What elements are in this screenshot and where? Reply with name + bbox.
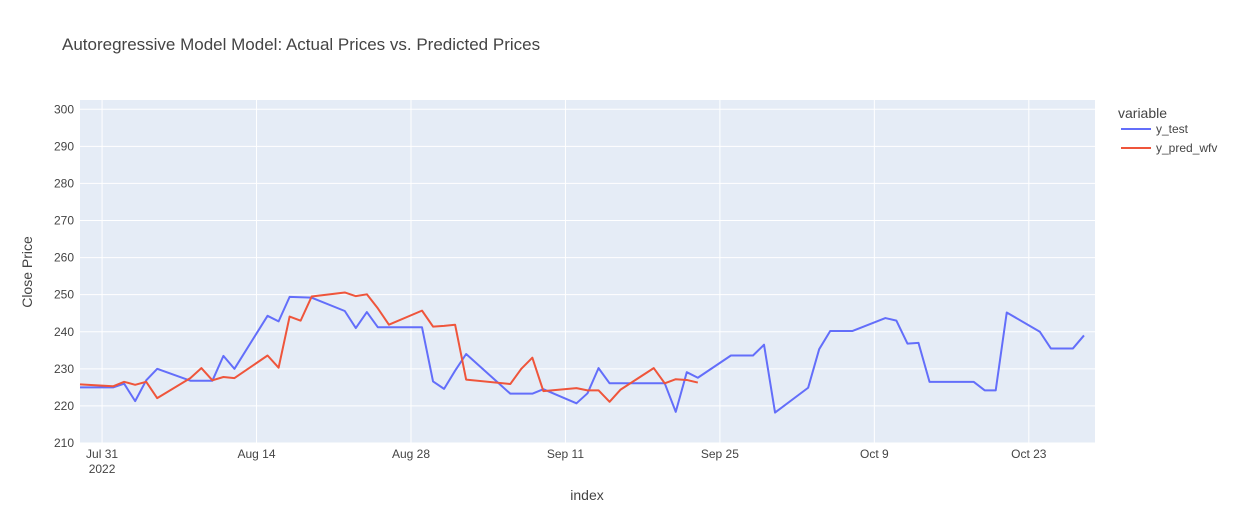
plot-area: [80, 100, 1095, 443]
x-tick-label: Oct 9: [860, 447, 889, 461]
y-tick-label: 230: [54, 362, 74, 376]
series-line-y-pred-wfv: [79, 291, 699, 403]
y-axis-title: Close Price: [19, 236, 35, 308]
chart-title: Autoregressive Model Model: Actual Price…: [62, 35, 540, 54]
legend[interactable]: variable y_test y_pred_wfv: [1118, 105, 1217, 155]
series-line-y-test: [80, 295, 1085, 414]
y-tick-label: 220: [54, 399, 74, 413]
y-tick-label: 290: [54, 139, 74, 153]
legend-item-y-pred-wfv[interactable]: y_pred_wfv: [1156, 141, 1217, 155]
y-tick-label: 280: [54, 176, 74, 190]
x-axis-title: index: [570, 487, 603, 503]
y-tick-label: 260: [54, 251, 74, 265]
x-tick-label: Aug 28: [392, 447, 430, 461]
x-tick-label: Sep 11: [547, 447, 584, 461]
y-tick-label: 270: [54, 214, 74, 228]
legend-item-y-test[interactable]: y_test: [1156, 122, 1189, 136]
legend-title: variable: [1118, 105, 1167, 121]
series-layer: [79, 291, 1085, 414]
x-tick-sublabel: 2022: [89, 462, 116, 476]
x-tick-label: Aug 14: [237, 447, 275, 461]
x-tick-label: Sep 25: [701, 447, 739, 461]
x-tick-label: Oct 23: [1011, 447, 1047, 461]
y-tick-label: 250: [54, 288, 74, 302]
y-tick-label: 210: [54, 436, 74, 450]
y-axis-ticks: 210 220 230 240 250 260 270 280 290 300: [54, 102, 74, 450]
y-tick-label: 300: [54, 102, 74, 116]
x-tick-label: Jul 31: [86, 447, 118, 461]
y-tick-label: 240: [54, 325, 74, 339]
